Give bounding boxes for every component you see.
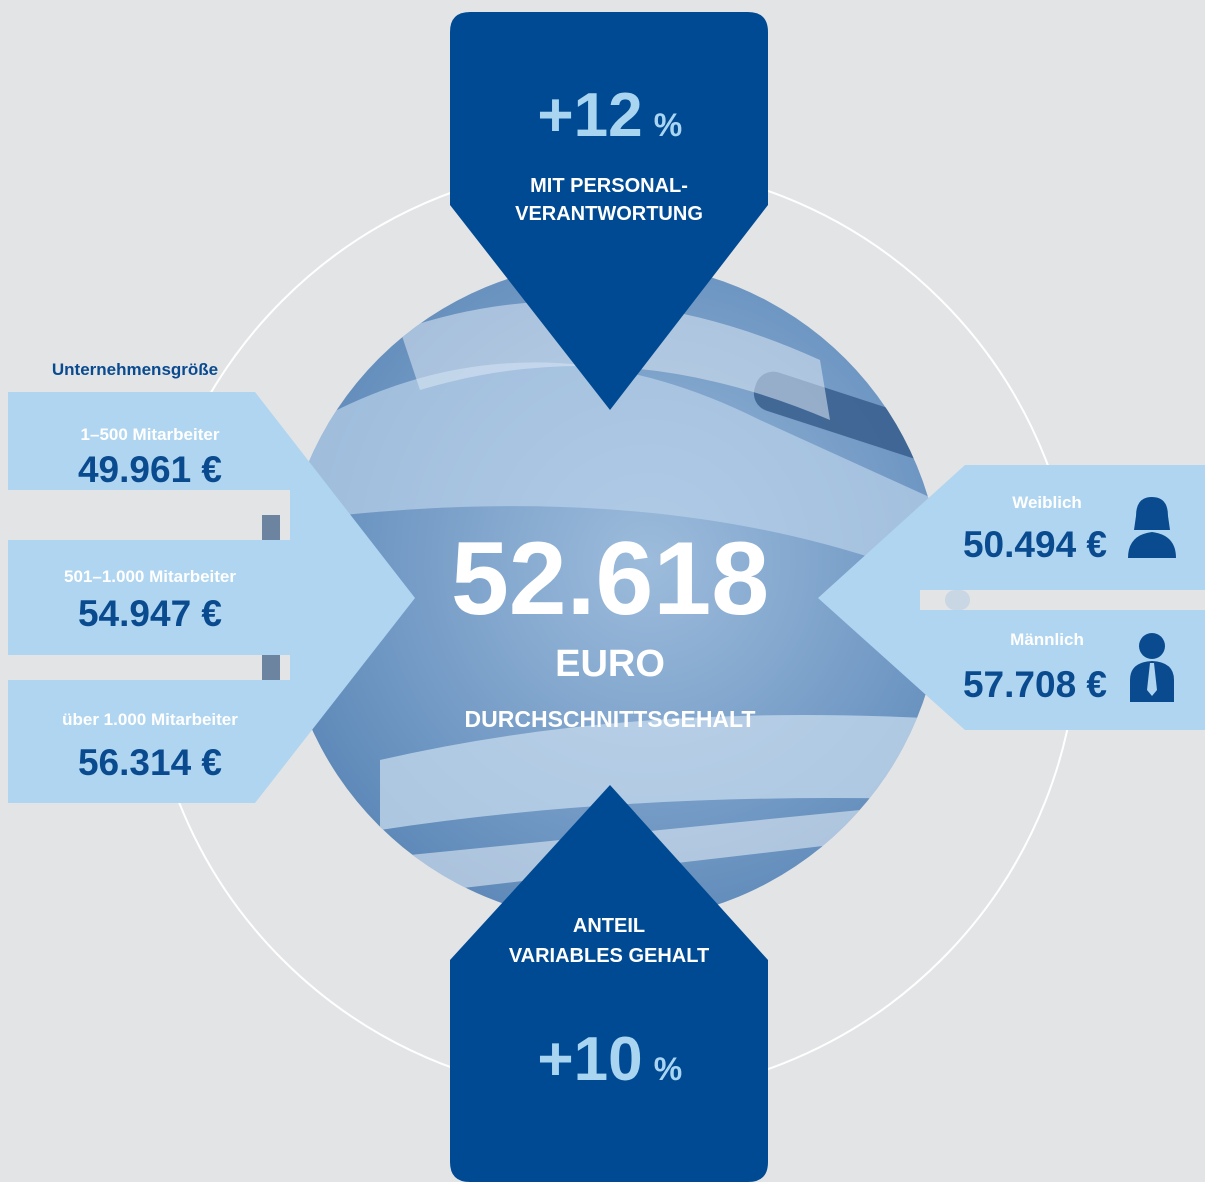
connector bbox=[262, 515, 280, 540]
gap bbox=[920, 590, 1205, 610]
item-label: Weiblich bbox=[1012, 493, 1082, 512]
bottom-line: ANTEIL bbox=[573, 915, 645, 937]
item-value: 50.494 € bbox=[963, 524, 1107, 565]
top-arrow bbox=[450, 12, 768, 410]
item-label: 501–1.000 Mitarbeiter bbox=[64, 567, 236, 586]
photo-page bbox=[380, 715, 942, 830]
top-value: +12 bbox=[537, 81, 642, 150]
center-value: 52.618 bbox=[451, 521, 769, 637]
item-value: 49.961 € bbox=[78, 449, 222, 490]
female-icon bbox=[1128, 497, 1176, 558]
bottom-arrow bbox=[450, 785, 768, 1182]
connector bbox=[945, 590, 970, 610]
group-title: Unternehmensgröße bbox=[52, 360, 218, 379]
center-unit: EURO bbox=[555, 643, 665, 685]
item-value: 56.314 € bbox=[78, 742, 222, 783]
male-icon bbox=[1130, 633, 1174, 702]
item-label: Männlich bbox=[1010, 630, 1084, 649]
photo-page bbox=[300, 362, 942, 600]
top-line: MIT PERSONAL- bbox=[530, 175, 688, 197]
item-label: über 1.000 Mitarbeiter bbox=[62, 710, 238, 729]
item-value: 57.708 € bbox=[963, 664, 1107, 705]
gap bbox=[0, 490, 290, 540]
top-line: VERANTWORTUNG bbox=[515, 203, 703, 225]
bottom-value: +10 bbox=[537, 1025, 642, 1094]
item-value: 54.947 € bbox=[78, 593, 222, 634]
top-unit: % bbox=[654, 107, 682, 143]
gap bbox=[0, 655, 290, 680]
item-label: 1–500 Mitarbeiter bbox=[81, 425, 220, 444]
bottom-line: VARIABLES GEHALT bbox=[509, 945, 709, 967]
connector bbox=[262, 655, 280, 680]
center-caption: DURCHSCHNITTSGEHALT bbox=[465, 706, 756, 732]
bottom-unit: % bbox=[654, 1051, 682, 1087]
